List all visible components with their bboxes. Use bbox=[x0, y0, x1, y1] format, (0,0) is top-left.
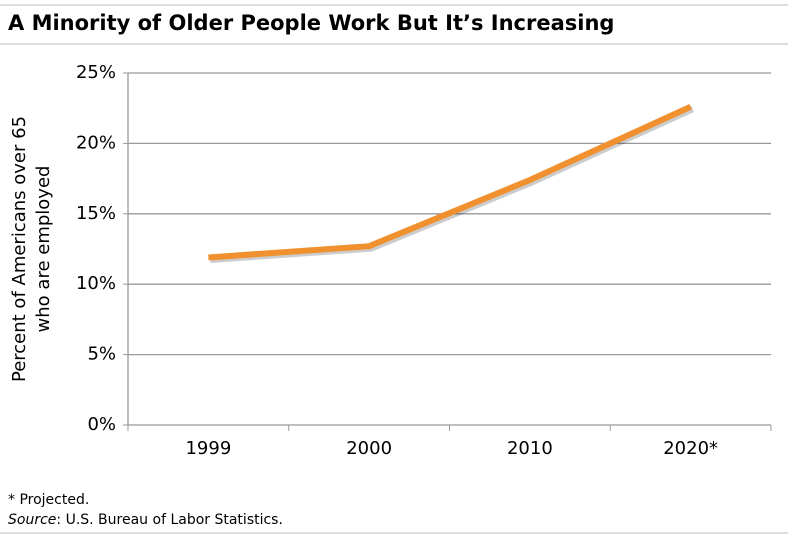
footnote: * Projected. bbox=[8, 492, 89, 508]
y-tick-label: 15% bbox=[76, 203, 116, 224]
line-shadow bbox=[210, 105, 695, 263]
x-tick-label: 1999 bbox=[185, 438, 231, 459]
source-text: : U.S. Bureau of Labor Statistics. bbox=[56, 512, 283, 528]
source: Source: U.S. Bureau of Labor Statistics. bbox=[8, 512, 283, 528]
y-tick-label: 5% bbox=[87, 344, 116, 365]
x-tick-label: 2010 bbox=[507, 438, 553, 459]
x-tick-label: 2000 bbox=[346, 438, 392, 459]
y-axis-label-line: Percent of Americans over 65 bbox=[9, 116, 30, 382]
y-tick-label: 10% bbox=[76, 273, 116, 294]
y-tick-label: 25% bbox=[76, 62, 116, 83]
y-axis-label-line: who are employed bbox=[33, 166, 54, 333]
x-tick-label: 2020* bbox=[663, 438, 718, 459]
y-tick-label: 20% bbox=[76, 132, 116, 153]
y-axis-label: Percent of Americans over 65 who are emp… bbox=[9, 116, 54, 382]
source-label: Source bbox=[8, 512, 56, 528]
chart-title: A Minority of Older People Work But It’s… bbox=[8, 11, 614, 35]
data-line bbox=[208, 104, 692, 261]
y-tick-label: 0% bbox=[87, 414, 116, 435]
